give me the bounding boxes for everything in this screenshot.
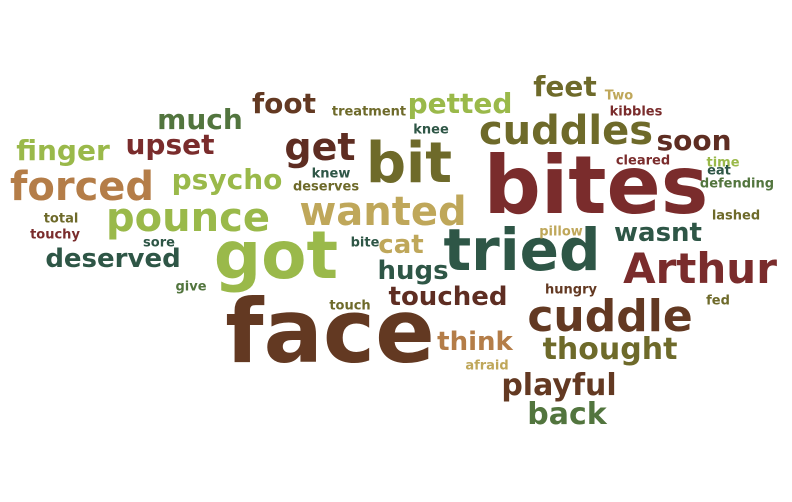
word-got: got [213,217,339,294]
word-touch: touch [329,298,371,314]
word-total: total [43,211,79,227]
word-face: face [225,280,435,383]
word-hugs: hugs [377,256,449,286]
word-foot: foot [251,87,317,120]
word-deserves: deserves [292,179,360,195]
word-eat: eat [707,163,731,179]
word-afraid: afraid [465,358,509,374]
word-feet: feet [533,70,597,103]
word-pounce: pounce [106,195,270,241]
word-psycho: psycho [171,163,283,196]
word-lashed: lashed [711,208,761,224]
word-touched: touched [388,282,508,312]
word-think: think [437,327,513,357]
word-cleared: cleared [615,153,671,169]
word-fed: fed [706,293,730,309]
word-treatment: treatment [331,104,407,120]
word-give: give [175,279,207,295]
word-two: Two [604,88,634,104]
word-finger: finger [16,134,110,167]
word-wasnt: wasnt [614,218,702,248]
word-knew: knew [311,166,351,182]
word-knee: knee [413,122,449,138]
word-upset: upset [125,128,215,161]
word-cuddles: cuddles [478,108,654,154]
word-defending: defending [699,176,775,192]
word-thought: thought [542,332,678,367]
word-wanted: wanted [299,189,467,235]
word-playful: playful [501,368,617,403]
word-get: get [284,125,356,169]
word-cat: cat [378,230,424,260]
word-pillow: pillow [539,224,583,240]
word-forced: forced [9,164,155,210]
word-kibbles: kibbles [609,104,663,120]
word-tried: tried [443,216,601,284]
word-soon: soon [656,124,732,157]
word-hungry: hungry [545,282,597,298]
word-arthur: Arthur [623,244,777,293]
word-deserved: deserved [45,244,181,274]
word-petted: petted [407,87,513,120]
word-bites: bites [483,139,709,232]
word-bit: bit [365,131,453,196]
word-touchy: touchy [30,227,80,243]
word-sore: sore [143,235,175,251]
word-much: much [157,103,243,136]
word-time: time [706,155,740,171]
word-cuddle: cuddle [527,291,693,342]
word-back: back [527,397,607,432]
word-bite: bite [350,235,380,251]
